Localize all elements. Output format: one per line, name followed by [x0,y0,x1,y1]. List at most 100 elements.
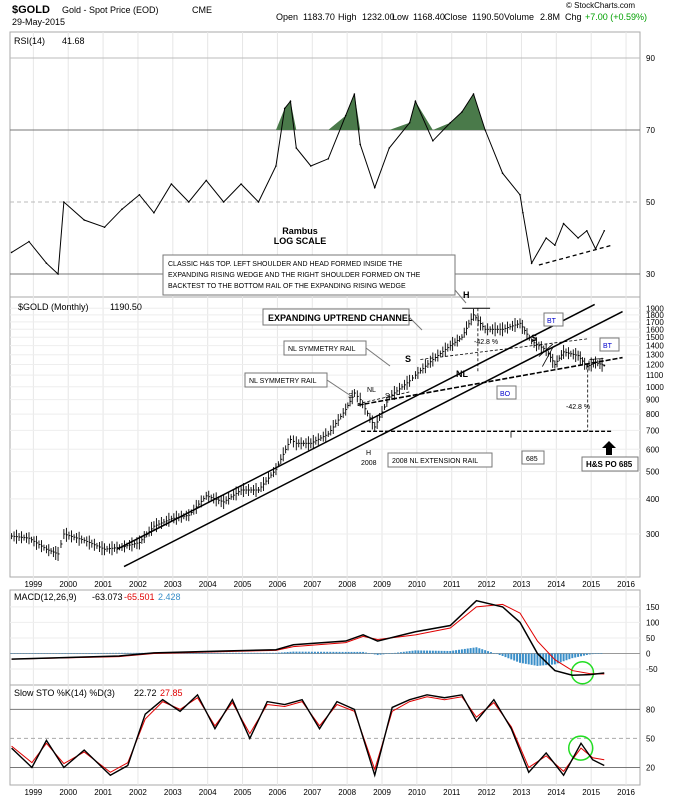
macd-hist-bar [402,651,405,654]
price-panel [9,296,641,578]
macd-hist-bar [411,650,414,654]
rsi-point [414,100,417,102]
bt2-connector [589,358,604,360]
macd-hist-bar [335,651,338,654]
price-tick-label: 500 [646,468,660,477]
sto-v2: 27.85 [160,688,183,698]
macd-hist-bar [463,648,466,654]
macd-hist-bar [533,653,536,666]
rsi-point [359,143,362,146]
macd-hist-bar [76,653,79,654]
macd-hist-bar [225,652,228,654]
macd-hist-bar [19,653,22,654]
macd-hist-bar [338,651,341,654]
macd-hist-bar [359,651,362,654]
macd-hist-bar [22,653,25,654]
macd-hist-bar [588,653,591,655]
macd-v1: -63.073 [92,592,123,602]
bt-label-1: BT [547,318,557,325]
volume-value: 2.8M [540,12,560,22]
s-label-2008-right: S [385,393,390,400]
macd-hist-bar [64,653,67,654]
macd-hist-bar [394,652,397,654]
annotation-box [162,254,456,296]
macd-hist-bar [434,650,437,654]
macd-hist-bar [370,653,373,654]
macd-hist-bar [501,653,504,656]
macd-hist-bar [600,653,603,654]
macd-hist-bar [301,651,304,654]
rsi-label: RSI(14) [14,36,45,46]
macd-hist-bar [10,653,13,654]
po-label: H&S PO 685 [586,460,633,469]
rsi-overbought-fill [275,94,486,130]
year-2008-label: 2008 [361,460,377,467]
rsi-point [554,244,556,246]
sto-v1: 22.72 [134,688,157,698]
rsi-point [10,251,13,254]
macd-hist-bar [195,652,198,654]
macd-hist-bar [440,650,443,654]
year-tick-label-bottom: 2002 [129,788,147,797]
rsi-trendline [538,244,613,266]
rsi-line [11,92,605,276]
rsi-point [153,212,155,214]
year-tick-label-bottom: 1999 [24,788,42,797]
macd-hist-bar [323,651,326,654]
year-tick-label-bottom: 2011 [443,788,461,797]
po-box [581,456,639,472]
year-tick-label: 2004 [199,580,217,589]
rsi-point [472,93,475,95]
sto-tick-label: 80 [646,705,655,714]
year-tick-label: 2002 [129,580,147,589]
rsi-point [594,248,597,250]
macd-hist-bar [399,652,402,654]
macd-hist-bar [329,651,332,654]
channel-connector [408,316,423,331]
macd-hist-bar [420,650,423,654]
val685-box [521,450,545,465]
macd-hist-bar [265,652,268,654]
macd-hist-bar [307,651,310,654]
macd-hist-bar [556,653,559,664]
annotation-line-3: BACKTEST TO THE BOTTOM RAIL OF THE EXPAN… [168,283,406,290]
volume-label: Volume [504,12,534,22]
year-tick-label-bottom: 2005 [234,788,252,797]
macd-hist-bar [106,652,109,654]
price-tick-label: 1900 [646,304,664,313]
s-label-2008-left: S [348,393,353,400]
rsi-point [408,122,411,124]
macd-hist-bar [132,652,135,654]
rsi-point [577,237,579,239]
macd-tick-label: 100 [646,618,660,627]
macd-hist-bar [79,653,82,654]
macd-hist-bar [250,652,253,654]
nl-sym2-connector [326,379,349,395]
price-tick-label: 1300 [646,351,664,360]
nl-symmetry-rail-2008 [357,391,410,405]
macd-hist-bar [123,652,126,654]
macd-hist-bar [70,653,73,654]
macd-hist-bar [388,653,391,654]
macd-hist-bar [138,652,141,654]
rsi-point [310,165,312,167]
price-tick-label: 900 [646,396,660,405]
macd-hist-bar [405,651,408,654]
price-tick-label: 700 [646,426,660,435]
year-tick-label: 1999 [24,580,42,589]
macd-hist-bar [385,653,388,654]
neckline [357,356,623,407]
pct-label-1: -42.8 % [474,339,498,346]
macd-hist-bar [201,652,204,654]
price-value: 1190.50 [110,302,142,312]
rsi-point [373,186,376,189]
macd-hist-bar [238,652,241,654]
rsi-point [283,107,286,110]
macd-hist-bar [115,652,118,654]
rsi-point [545,237,547,239]
val685-label: 685 [526,456,538,463]
bo-box [496,385,517,400]
macd-hist-bar [449,650,452,654]
macd-hist-bar [192,652,195,654]
macd-hist-bar [396,652,399,654]
